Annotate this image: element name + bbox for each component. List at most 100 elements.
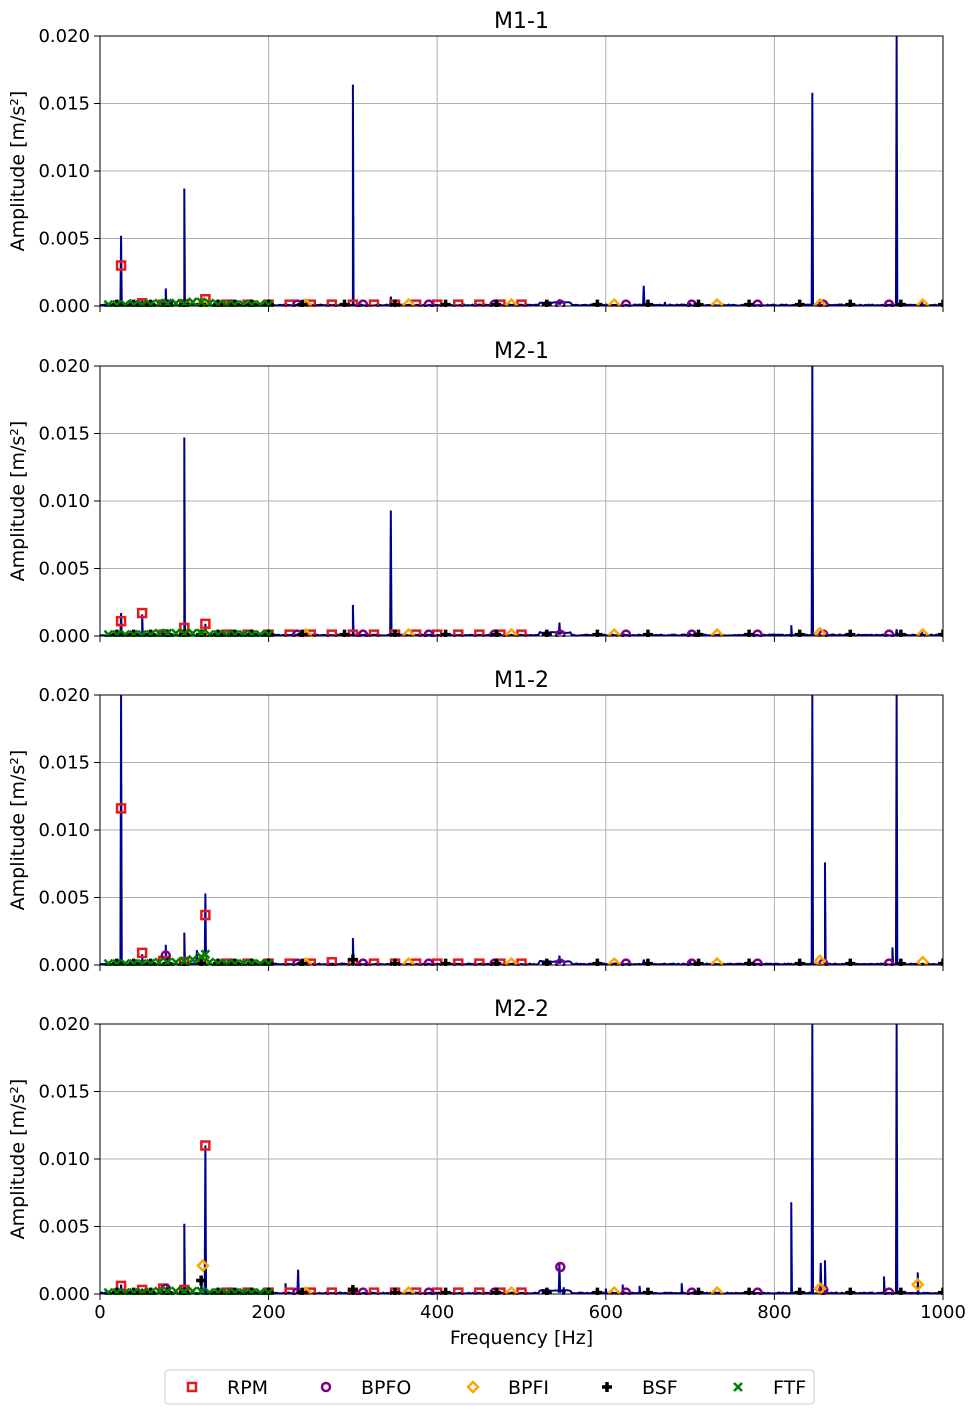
- marker-ftf: [111, 958, 122, 966]
- y-tick-label: 0.005: [38, 559, 90, 580]
- y-tick-label: 0.020: [38, 26, 90, 47]
- marker-bsf: [642, 629, 653, 637]
- y-tick-label: 0.005: [38, 1217, 90, 1238]
- marker-bsf: [541, 1287, 552, 1295]
- marker-ftf: [213, 629, 223, 637]
- marker-bsf: [895, 1287, 906, 1295]
- x-tick-label: 400: [420, 1302, 454, 1323]
- marker-ftf: [103, 629, 114, 637]
- marker-bpfi: [607, 956, 621, 966]
- marker-ftf: [103, 1287, 114, 1295]
- marker-ftf: [263, 299, 274, 307]
- marker-rpm: [453, 629, 464, 637]
- marker-bsf: [196, 1275, 207, 1286]
- marker-rpm: [136, 607, 148, 619]
- marker-rpm: [326, 299, 338, 307]
- marker-bsf: [895, 299, 906, 307]
- marker-ftf: [246, 958, 257, 966]
- marker-bpfo: [357, 1287, 369, 1295]
- y-tick-label: 0.015: [38, 753, 90, 774]
- marker-ftf: [103, 299, 114, 307]
- marker-bsf: [693, 958, 704, 966]
- y-tick-label: 0.010: [38, 1149, 90, 1170]
- marker-bsf: [642, 958, 653, 966]
- marker-bsf: [744, 299, 755, 307]
- marker-ftf: [255, 299, 266, 307]
- marker-ftf: [128, 1287, 139, 1295]
- marker-rpm: [326, 957, 338, 966]
- marker-ftf: [263, 629, 274, 637]
- marker-bsf: [794, 299, 805, 307]
- legend-marker-bpfo: [320, 1381, 332, 1393]
- fault-markers: [103, 1140, 943, 1295]
- marker-ftf: [128, 299, 139, 307]
- marker-rpm: [474, 958, 485, 966]
- marker-bsf: [642, 299, 653, 307]
- y-tick-label: 0.000: [38, 1284, 90, 1305]
- y-tick-label: 0.015: [38, 94, 90, 115]
- panel-title: M1-2: [494, 668, 549, 693]
- marker-bpfo: [883, 958, 895, 966]
- legend-label-ftf: FTF: [773, 1377, 806, 1399]
- marker-ftf: [246, 299, 257, 307]
- marker-bpfo: [555, 958, 566, 966]
- marker-bsf: [845, 629, 856, 637]
- x-tick-label: 800: [757, 1302, 791, 1323]
- y-axis-title: Amplitude [m/s²]: [7, 421, 29, 582]
- y-tick-label: 0.005: [38, 229, 90, 250]
- marker-bsf: [491, 299, 502, 307]
- marker-bpfi: [607, 627, 621, 637]
- marker-rpm: [115, 615, 127, 627]
- marker-bpfo: [555, 629, 566, 637]
- marker-rpm: [200, 909, 211, 921]
- marker-ftf: [238, 629, 249, 637]
- marker-rpm: [368, 1287, 380, 1295]
- marker-bpfo: [555, 1261, 566, 1273]
- marker-ftf: [137, 1287, 148, 1295]
- marker-ftf: [111, 629, 122, 637]
- marker-bpfi: [813, 954, 827, 966]
- marker-rpm: [200, 618, 211, 630]
- y-axis-title: Amplitude [m/s²]: [7, 750, 29, 911]
- marker-bsf: [491, 958, 502, 966]
- marker-bsf: [541, 299, 552, 307]
- legend-box: [164, 1369, 815, 1405]
- marker-ftf: [137, 629, 148, 637]
- marker-bsf: [297, 299, 308, 307]
- marker-bpfi: [813, 297, 827, 307]
- marker-rpm: [474, 1287, 485, 1295]
- marker-bpfo: [423, 1287, 435, 1295]
- x-axis-title: Frequency [Hz]: [450, 1327, 593, 1349]
- marker-bsf: [794, 958, 805, 966]
- marker-ftf: [238, 299, 249, 307]
- fault-markers: [103, 607, 943, 637]
- marker-bpfo: [555, 299, 566, 307]
- marker-ftf: [187, 297, 198, 307]
- marker-bpfi: [504, 627, 519, 637]
- marker-bsf: [895, 629, 906, 637]
- marker-ftf: [255, 629, 266, 637]
- marker-bsf: [390, 1287, 401, 1295]
- marker-bsf: [744, 629, 755, 637]
- marker-ftf: [229, 299, 240, 307]
- marker-ftf: [221, 1287, 232, 1295]
- marker-bsf: [938, 629, 943, 637]
- marker-rpm: [115, 803, 127, 814]
- marker-rpm: [453, 1287, 464, 1295]
- legend: RPM BPFO BPFI BSF FTF: [164, 1369, 815, 1405]
- marker-bsf: [693, 629, 704, 637]
- marker-ftf: [204, 1287, 215, 1295]
- y-tick-label: 0.010: [38, 161, 90, 182]
- marker-bpfo: [357, 629, 369, 637]
- y-tick-label: 0.010: [38, 491, 90, 512]
- marker-ftf: [246, 1287, 257, 1295]
- marker-bpfo: [883, 629, 895, 637]
- marker-rpm: [453, 299, 464, 307]
- marker-bpfi: [607, 297, 621, 307]
- marker-bsf: [390, 629, 401, 637]
- legend-marker-bsf: [602, 1382, 612, 1392]
- marker-rpm: [368, 629, 380, 637]
- panel-m2-1: 0.000 0.005 0.010 0.015 0.020 M2-1 Amplitude […: [7, 339, 944, 647]
- marker-ftf: [229, 629, 240, 637]
- y-tick-label: 0.020: [38, 685, 90, 706]
